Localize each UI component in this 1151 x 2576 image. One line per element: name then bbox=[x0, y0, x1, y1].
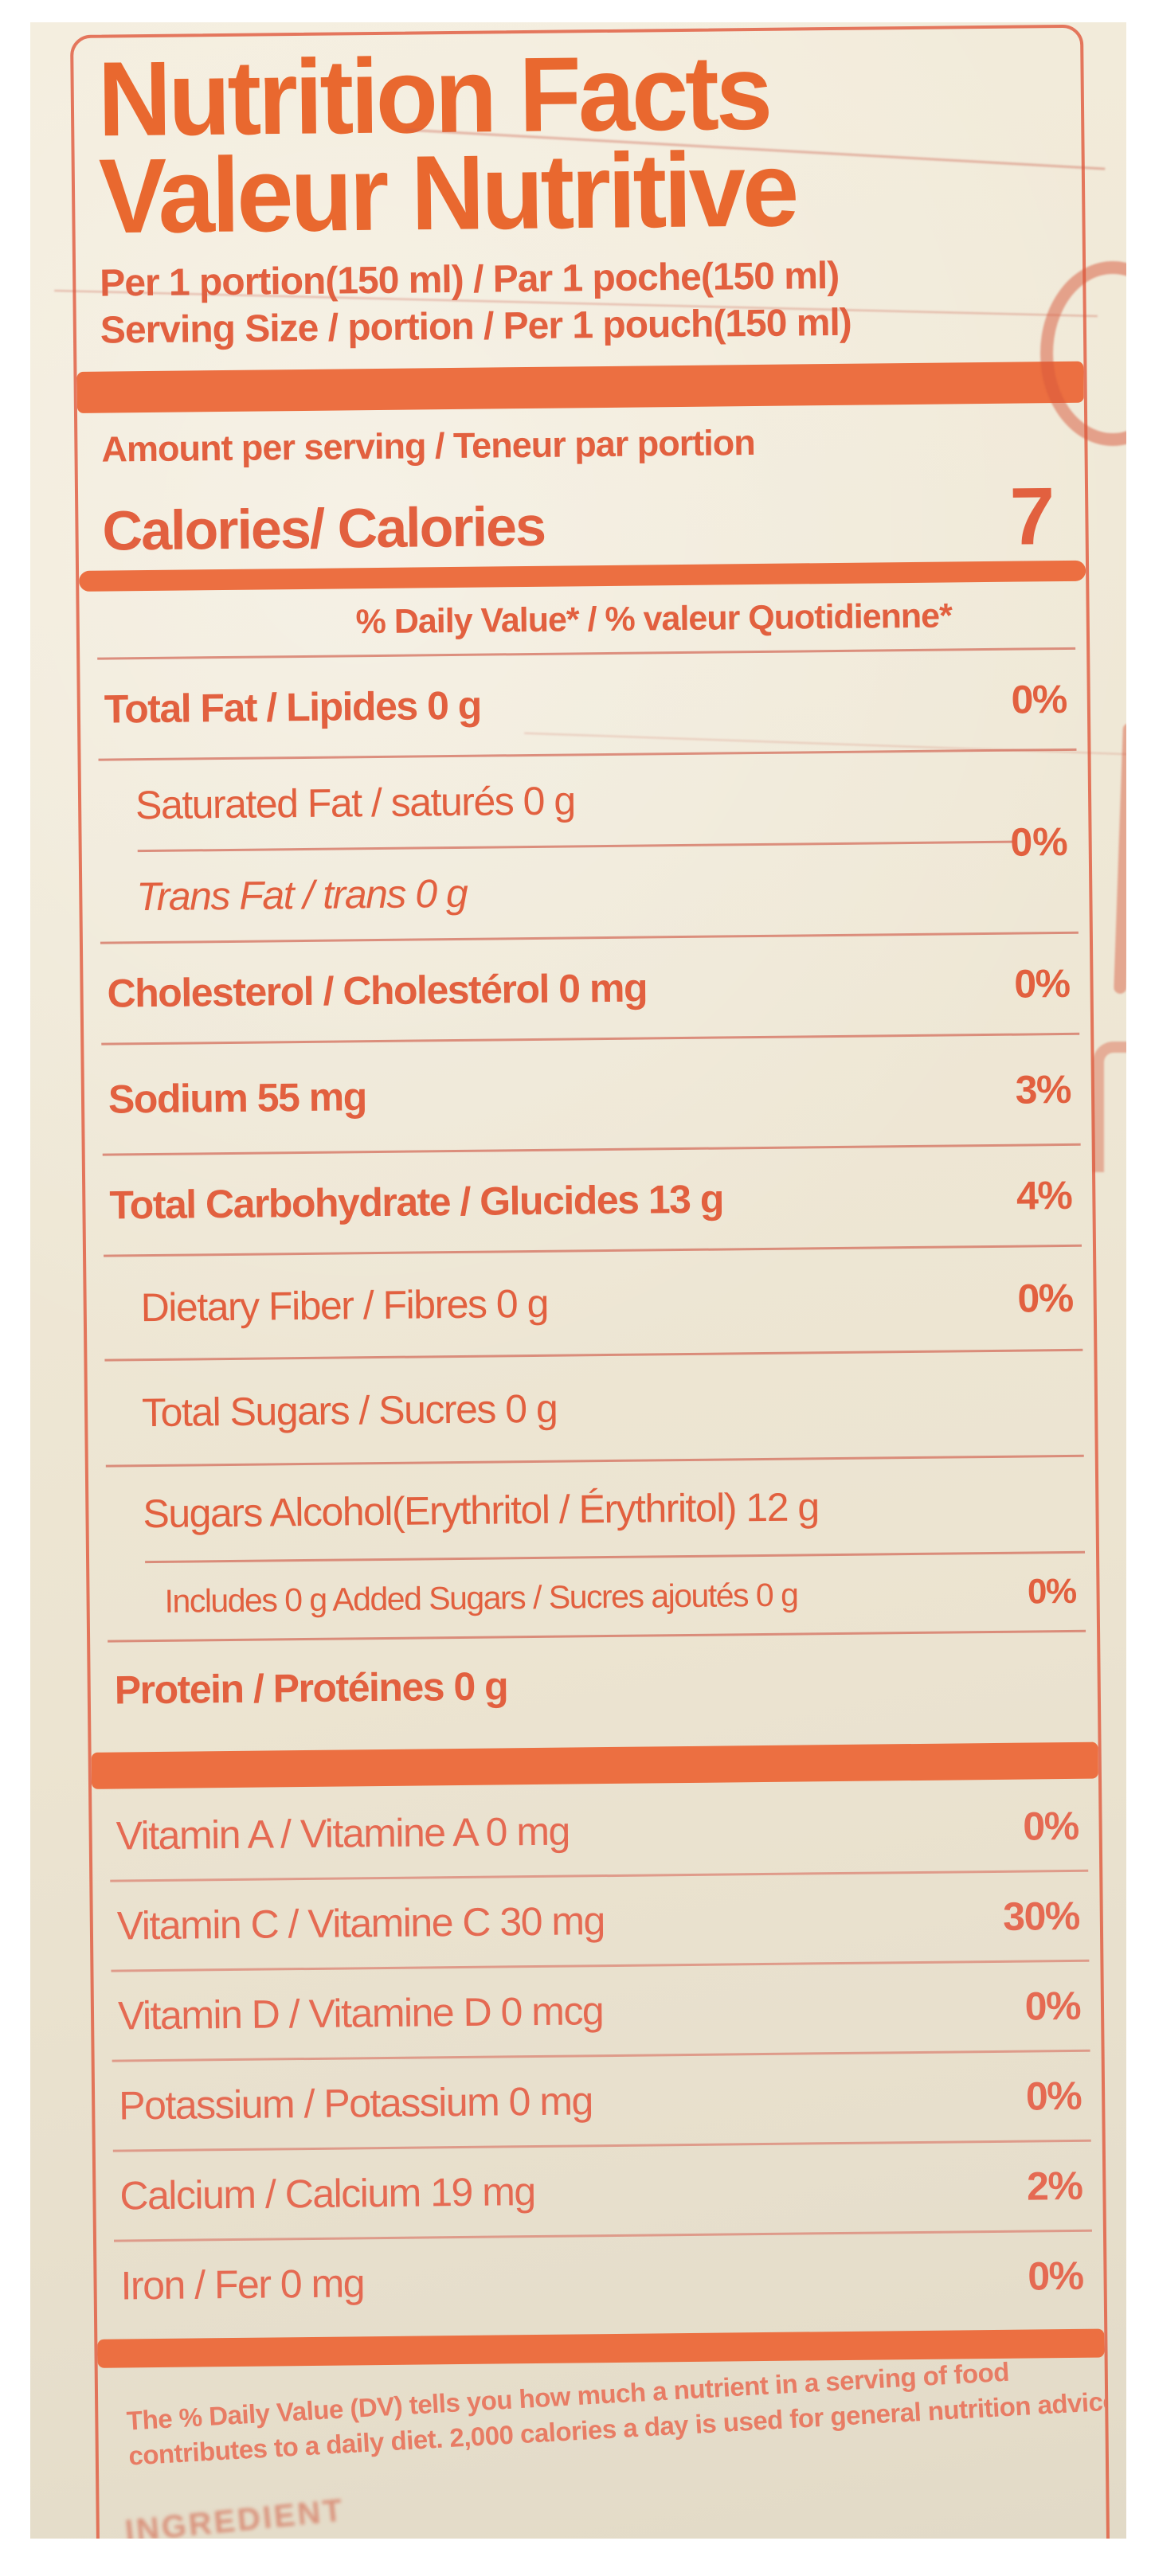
row-protein: Protein / Protéines 0 g bbox=[114, 1632, 1080, 1738]
calories-label: Calories/ Calories bbox=[102, 494, 546, 562]
row-sugars-alcohol: Sugars Alcohol(Erythritol / Érythritol) … bbox=[112, 1457, 1079, 1562]
adjacent-panel-print-fragment bbox=[1093, 1042, 1126, 1172]
row-protein-text: Protein / Protéines 0 g bbox=[114, 1663, 508, 1713]
row-saturated-fat-text: Saturated Fat / saturés 0 g bbox=[135, 778, 575, 828]
row-calcium-text: Calcium / Calcium 19 mg bbox=[119, 2169, 535, 2218]
row-vitamin-a: Vitamin A / Vitamine A 0 mg 0% bbox=[115, 1782, 1082, 1880]
title-french: Valeur Nutritive bbox=[98, 130, 797, 256]
row-iron: Iron / Fer 0 mg 0% bbox=[120, 2232, 1086, 2330]
row-trans-fat-text: Trans Fat / trans 0 g bbox=[136, 870, 468, 920]
row-calcium-dv: 2% bbox=[1026, 2163, 1082, 2209]
row-total-fat-text: Total Fat / Lipides 0 g bbox=[104, 682, 482, 732]
row-iron-dv: 0% bbox=[1027, 2253, 1083, 2299]
row-vitamin-a-text: Vitamin A / Vitamine A 0 mg bbox=[115, 1808, 570, 1859]
daily-value-header: % Daily Value* / % valeur Quotidienne* bbox=[355, 596, 953, 642]
divider-bar-medium bbox=[79, 560, 1086, 592]
package-photo: Nutrition Facts Valeur Nutritive Per 1 p… bbox=[30, 22, 1126, 2539]
row-saturated-trans-dv: 0% bbox=[1010, 819, 1068, 865]
row-sodium-dv: 3% bbox=[1015, 1067, 1071, 1112]
row-saturated-fat: Saturated Fat / saturés 0 g bbox=[105, 752, 1011, 850]
row-trans-fat: Trans Fat / trans 0 g bbox=[106, 843, 1012, 942]
row-sodium-text: Sodium 55 mg bbox=[108, 1074, 367, 1122]
calories-value: 7 bbox=[1009, 471, 1055, 563]
row-vitamin-d: Vitamin D / Vitamine D 0 mcg 0% bbox=[117, 1962, 1083, 2060]
row-added-sugars-dv: 0% bbox=[1027, 1572, 1076, 1612]
row-dietary-fiber-dv: 0% bbox=[1017, 1276, 1073, 1321]
row-vitamin-d-dv: 0% bbox=[1024, 1983, 1081, 2029]
row-potassium-text: Potassium / Potassium 0 mg bbox=[118, 2078, 593, 2128]
row-total-carbohydrate-text: Total Carbohydrate / Glucides 13 g bbox=[109, 1176, 724, 1228]
row-total-sugars: Total Sugars / Sucres 0 g bbox=[111, 1351, 1077, 1465]
calories-row: Calories/ Calories 7 bbox=[102, 463, 1068, 563]
row-total-carbohydrate: Total Carbohydrate / Glucides 13 g 4% bbox=[109, 1146, 1075, 1255]
row-vitamin-d-text: Vitamin D / Vitamine D 0 mcg bbox=[117, 1988, 604, 2039]
row-total-fat-dv: 0% bbox=[1011, 677, 1067, 722]
row-added-sugars: Includes 0 g Added Sugars / Sucres ajout… bbox=[113, 1554, 1079, 1640]
serving-line-2: Serving Size / portion / Per 1 pouch(150… bbox=[100, 301, 852, 352]
saturated-trans-labels: Saturated Fat / saturés 0 g Trans Fat / … bbox=[105, 752, 1017, 942]
row-added-sugars-text: Includes 0 g Added Sugars / Sucres ajout… bbox=[164, 1576, 798, 1620]
micronutrients-section: Vitamin A / Vitamine A 0 mg 0% Vitamin C… bbox=[110, 1782, 1092, 2330]
row-dietary-fiber-text: Dietary Fiber / Fibres 0 g bbox=[140, 1280, 549, 1331]
row-vitamin-c: Vitamin C / Vitamine C 30 mg 30% bbox=[116, 1872, 1082, 1970]
row-total-sugars-text: Total Sugars / Sucres 0 g bbox=[141, 1386, 558, 1436]
row-total-carbohydrate-dv: 4% bbox=[1016, 1173, 1072, 1218]
row-group-saturated-trans: Saturated Fat / saturés 0 g Trans Fat / … bbox=[105, 751, 1072, 942]
adjacent-panel-print-fragment bbox=[1114, 722, 1126, 995]
row-cholesterol-text: Cholesterol / Cholestérol 0 mg bbox=[107, 965, 648, 1016]
divider-bar-thick-top bbox=[76, 361, 1084, 414]
row-sugars-alcohol-text: Sugars Alcohol(Erythritol / Érythritol) … bbox=[143, 1484, 819, 1537]
nutrition-facts-panel: Nutrition Facts Valeur Nutritive Per 1 p… bbox=[70, 24, 1110, 2539]
divider-bar-thick-middle bbox=[91, 1741, 1099, 1789]
row-cholesterol-dv: 0% bbox=[1013, 961, 1070, 1007]
row-calcium: Calcium / Calcium 19 mg 2% bbox=[119, 2142, 1086, 2240]
row-total-fat: Total Fat / Lipides 0 g 0% bbox=[104, 650, 1070, 759]
row-vitamin-a-dv: 0% bbox=[1023, 1803, 1079, 1849]
row-sodium: Sodium 55 mg 3% bbox=[108, 1035, 1074, 1154]
row-dietary-fiber: Dietary Fiber / Fibres 0 g 0% bbox=[110, 1247, 1076, 1359]
row-vitamin-c-text: Vitamin C / Vitamine C 30 mg bbox=[116, 1898, 605, 1949]
row-potassium-dv: 0% bbox=[1025, 2073, 1082, 2119]
row-iron-text: Iron / Fer 0 mg bbox=[120, 2261, 365, 2308]
row-cholesterol: Cholesterol / Cholestérol 0 mg 0% bbox=[107, 934, 1073, 1043]
amount-per-serving-label: Amount per serving / Teneur par portion bbox=[101, 422, 755, 470]
row-potassium: Potassium / Potassium 0 mg 0% bbox=[119, 2052, 1085, 2150]
row-vitamin-c-dv: 30% bbox=[1002, 1893, 1080, 1939]
